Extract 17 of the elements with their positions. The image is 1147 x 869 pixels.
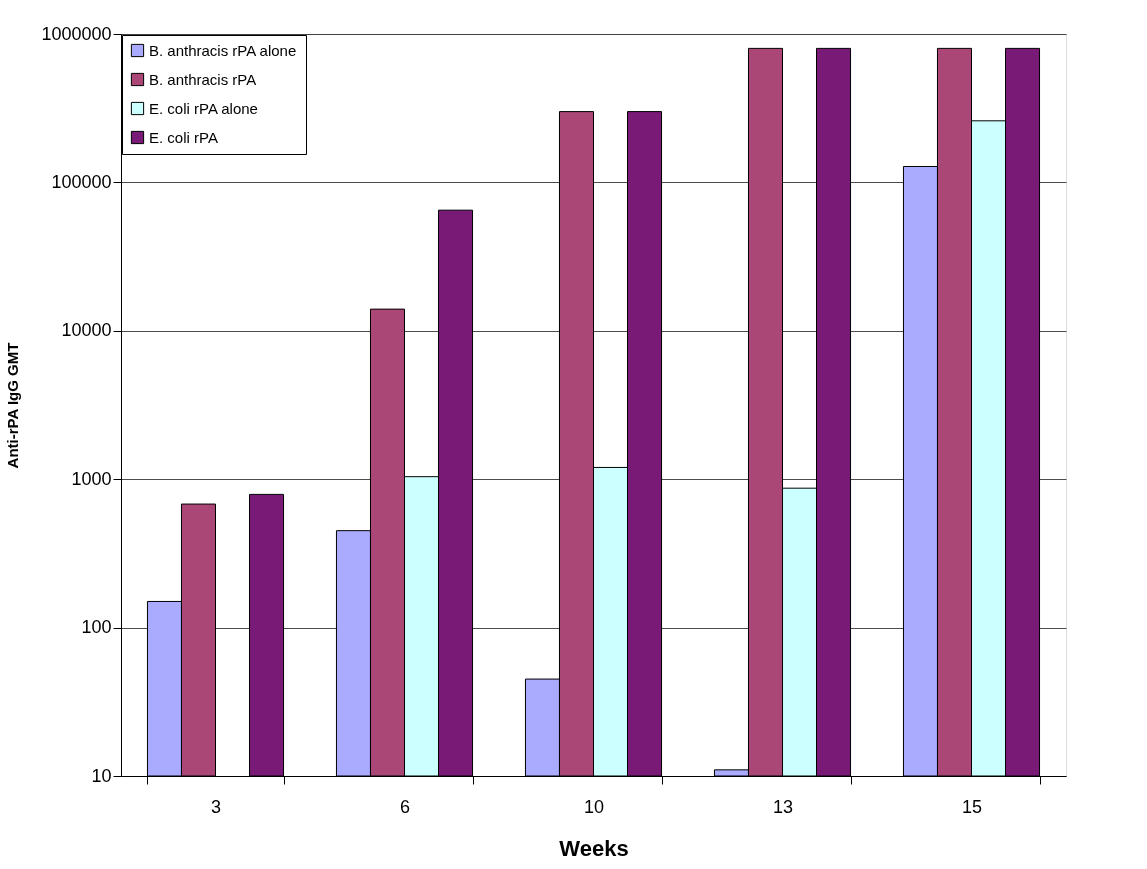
x-tick-label: 15	[961, 796, 983, 817]
legend-label: E. coli rPA	[149, 128, 218, 146]
y-tick-label: 100000	[51, 171, 112, 192]
x-tick-label: 10	[583, 796, 605, 817]
legend-label: E. coli rPA alone	[149, 99, 258, 117]
legend-label: B. anthracis rPA alone	[149, 41, 297, 59]
x-tick-label: 3	[210, 796, 222, 817]
y-tick-label: 1000	[71, 468, 112, 489]
legend-label: B. anthracis rPA	[149, 70, 257, 88]
y-tick-label: 1000000	[41, 23, 112, 44]
x-axis-title: Weeks	[559, 835, 629, 861]
x-tick-label: 6	[399, 796, 411, 817]
y-tick-label: 10	[91, 765, 112, 786]
y-tick-label: 10000	[61, 320, 112, 341]
y-axis-title: Anti-rPA IgG GMT	[4, 342, 22, 469]
x-tick-label: 13	[772, 796, 794, 817]
y-tick-label: 100	[81, 617, 112, 638]
